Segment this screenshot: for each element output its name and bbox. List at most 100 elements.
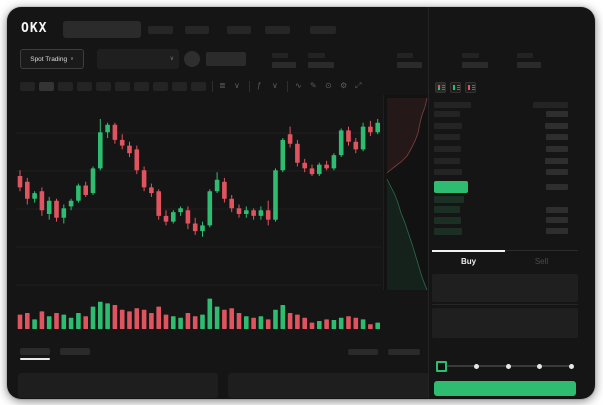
nav-item-placeholder[interactable] xyxy=(148,26,173,34)
market-type-selector[interactable]: Spot Trading ∨ xyxy=(20,49,84,69)
candlestick-chart[interactable] xyxy=(16,100,381,290)
bid-amount-placeholder xyxy=(546,228,568,235)
chevron-down-icon[interactable]: ∨ xyxy=(272,81,278,90)
timeframe-button[interactable] xyxy=(191,82,206,91)
slider-stop-dot[interactable] xyxy=(473,363,479,369)
pair-selector-placeholder[interactable]: ∨ xyxy=(97,49,179,69)
depth-bids-area xyxy=(387,179,427,290)
price-input-placeholder[interactable] xyxy=(432,274,578,302)
chart-range-placeholder[interactable] xyxy=(388,349,420,355)
amount-input-placeholder[interactable] xyxy=(432,308,578,338)
slider-handle[interactable] xyxy=(436,360,447,372)
book-both-icon[interactable] xyxy=(435,82,446,93)
bid-amount-placeholder xyxy=(546,206,568,213)
bid-price-placeholder xyxy=(434,216,461,224)
candle-body xyxy=(207,191,213,226)
volume-bar xyxy=(236,313,242,329)
stat-label-placeholder xyxy=(308,53,325,58)
ask-row[interactable] xyxy=(434,122,568,129)
fullscreen-icon[interactable]: ⤢ xyxy=(355,81,362,90)
ask-price-placeholder xyxy=(434,157,460,164)
draw-tool-icon[interactable]: ✎ xyxy=(310,81,317,90)
stat-label-placeholder xyxy=(272,53,288,58)
volume-bar xyxy=(200,314,205,329)
candle-body xyxy=(317,164,322,175)
toolbar-divider xyxy=(249,81,250,92)
chart-type-icon[interactable]: ≣ xyxy=(219,81,226,90)
buy-submit-button[interactable] xyxy=(434,381,576,396)
bottom-tab-placeholder-active[interactable] xyxy=(20,348,50,355)
nav-item-placeholder[interactable] xyxy=(265,26,290,34)
volume-bar xyxy=(17,314,23,329)
volume-bar xyxy=(163,314,169,329)
slider-stop-dot[interactable] xyxy=(569,363,574,369)
timeframe-button[interactable] xyxy=(58,82,73,91)
bid-row[interactable] xyxy=(434,227,568,235)
coin-icon xyxy=(184,51,200,67)
timeframe-button[interactable] xyxy=(77,82,92,91)
amount-slider[interactable] xyxy=(436,360,574,372)
candle-body xyxy=(258,210,264,216)
bid-row[interactable] xyxy=(434,195,568,203)
bid-row[interactable] xyxy=(434,206,568,214)
book-asks-icon[interactable] xyxy=(465,82,476,93)
nav-item-placeholder[interactable] xyxy=(310,26,336,34)
candle-body xyxy=(338,130,344,156)
timeframe-button[interactable] xyxy=(39,82,54,91)
volume-bar xyxy=(295,314,300,329)
tab-buy[interactable]: Buy xyxy=(460,257,477,266)
ask-row[interactable] xyxy=(434,134,568,141)
candle-body xyxy=(149,187,154,194)
tab-sell[interactable]: Sell xyxy=(534,257,549,266)
toolbar-divider xyxy=(287,81,288,92)
panel-divider xyxy=(428,7,429,399)
timeframe-button[interactable] xyxy=(172,82,187,91)
bottom-panel-placeholder xyxy=(228,373,429,398)
timeframe-button[interactable] xyxy=(20,82,35,91)
slider-stop-dot[interactable] xyxy=(505,363,511,369)
candle-body xyxy=(295,143,300,163)
stat-value-placeholder xyxy=(462,62,488,68)
candle-body xyxy=(98,132,103,169)
candle-body xyxy=(171,212,176,222)
ask-row[interactable] xyxy=(434,146,568,153)
indicators-icon[interactable]: ƒ xyxy=(257,81,262,90)
volume-bar xyxy=(375,322,380,329)
settings-icon[interactable]: ⚙ xyxy=(340,81,348,90)
volume-bar xyxy=(346,316,351,329)
chevron-down-icon[interactable]: ∨ xyxy=(234,81,240,90)
volume-bar xyxy=(222,309,227,329)
search-bar-placeholder[interactable] xyxy=(63,21,141,38)
volume-bar xyxy=(119,309,125,329)
volume-bar xyxy=(76,313,81,329)
book-bids-icon[interactable] xyxy=(450,82,461,93)
ask-row[interactable] xyxy=(434,111,568,117)
ask-row[interactable] xyxy=(434,157,568,164)
stat-label-placeholder xyxy=(517,53,533,58)
bid-row[interactable] xyxy=(434,216,568,224)
slider-stop-dot[interactable] xyxy=(537,363,543,369)
volume-bar xyxy=(25,313,30,329)
volume-bar xyxy=(112,305,118,329)
ask-price-placeholder xyxy=(434,111,460,117)
chevron-down-icon: ∨ xyxy=(70,56,74,62)
timeframe-button[interactable] xyxy=(134,82,149,91)
bid-price-placeholder xyxy=(434,206,460,214)
timeframe-button[interactable] xyxy=(96,82,111,91)
snapshot-icon[interactable]: ⊙ xyxy=(325,81,332,90)
volume-bar xyxy=(32,319,37,329)
line-tool-icon[interactable]: ∿ xyxy=(295,81,302,90)
stat-value-placeholder xyxy=(397,62,422,68)
candle-body xyxy=(346,130,351,142)
okx-logo: OKX xyxy=(21,21,48,36)
timeframe-button[interactable] xyxy=(115,82,130,91)
timeframe-button[interactable] xyxy=(153,82,168,91)
candle-body xyxy=(280,139,286,171)
nav-item-placeholder[interactable] xyxy=(227,26,251,34)
candle-body xyxy=(39,191,45,211)
ask-row[interactable] xyxy=(434,169,568,176)
volume-bar xyxy=(134,308,140,329)
nav-item-placeholder[interactable] xyxy=(185,26,209,34)
chart-range-placeholder[interactable] xyxy=(348,349,378,355)
bottom-tab-placeholder[interactable] xyxy=(60,348,90,355)
